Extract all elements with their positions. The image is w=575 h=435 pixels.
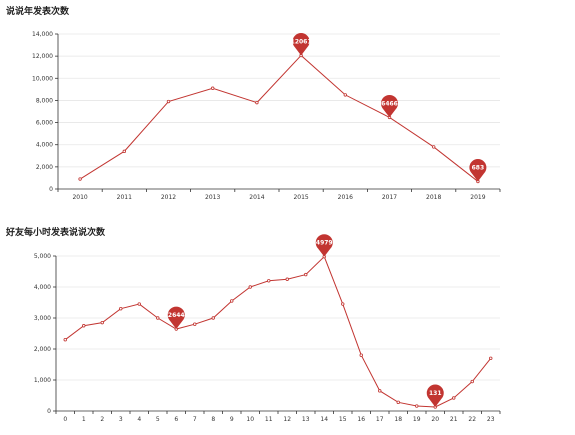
pin-marker: 4979 xyxy=(315,234,333,257)
x-tick-label: 6 xyxy=(174,416,178,423)
x-tick-label: 2018 xyxy=(426,194,441,201)
chart-1-title: 说说年发表次数 xyxy=(6,7,70,17)
data-point xyxy=(100,320,104,325)
data-point xyxy=(470,379,474,384)
y-tick-label: 8,000 xyxy=(36,97,53,104)
x-tick-label: 10 xyxy=(246,416,254,423)
x-tick-label: 15 xyxy=(339,416,347,423)
x-tick-label: 2017 xyxy=(382,194,397,201)
series-line xyxy=(79,54,479,182)
data-point xyxy=(137,302,141,306)
x-tick-label: 22 xyxy=(468,416,476,423)
data-point xyxy=(156,316,160,320)
x-tick-label: 2 xyxy=(100,416,104,423)
data-point xyxy=(415,404,419,408)
y-tick-label: 0 xyxy=(49,186,53,193)
pin-marker: 131 xyxy=(426,384,444,407)
y-tick-label: 2,000 xyxy=(36,164,53,171)
data-point xyxy=(210,86,215,90)
x-tick-label: 2019 xyxy=(470,194,485,201)
x-tick-label: 16 xyxy=(357,416,365,423)
pin-label: 12061 xyxy=(291,38,312,45)
x-tick-label: 4 xyxy=(137,416,141,423)
data-point xyxy=(63,338,67,342)
y-tick-label: 12,000 xyxy=(32,53,53,60)
data-point xyxy=(82,324,86,328)
pin-shape xyxy=(381,94,398,118)
data-point xyxy=(119,307,123,311)
series-line xyxy=(64,255,492,408)
x-tick-label: 20 xyxy=(431,416,439,423)
x-tick-label: 0 xyxy=(63,416,67,423)
data-point xyxy=(432,145,436,149)
pin-marker: 2644 xyxy=(167,306,185,330)
pin-shape xyxy=(167,306,185,330)
data-point xyxy=(122,149,126,154)
pin-label: 683 xyxy=(472,164,485,171)
data-point xyxy=(304,272,308,277)
y-tick-label: 6,000 xyxy=(36,120,53,127)
data-point xyxy=(193,322,197,326)
y-tick-label: 4,000 xyxy=(34,284,51,291)
pin-label: 4979 xyxy=(316,240,333,247)
chart-2-title: 好友每小时发表说说次数 xyxy=(6,228,106,238)
data-point xyxy=(341,302,345,306)
x-tick-label: 1 xyxy=(82,416,86,423)
x-tick-label: 14 xyxy=(320,416,328,423)
data-point xyxy=(255,100,259,105)
x-tick-label: 2011 xyxy=(117,194,132,201)
x-tick-label: 2015 xyxy=(293,194,308,201)
pin-label: 131 xyxy=(429,390,442,397)
data-point xyxy=(343,93,347,97)
data-point xyxy=(452,396,456,400)
x-tick-label: 3 xyxy=(119,416,123,423)
data-point xyxy=(359,353,363,357)
x-tick-label: 17 xyxy=(376,416,384,423)
pin-shape xyxy=(315,234,333,257)
x-tick-label: 12 xyxy=(283,416,291,423)
x-tick-label: 2016 xyxy=(338,194,353,201)
data-point xyxy=(378,389,382,393)
data-point xyxy=(230,299,234,303)
y-tick-label: 14,000 xyxy=(32,31,53,38)
pin-shape xyxy=(469,158,487,182)
x-tick-label: 7 xyxy=(193,416,197,423)
x-tick-label: 2013 xyxy=(205,194,220,201)
data-point xyxy=(489,356,493,360)
x-tick-label: 2014 xyxy=(249,194,264,201)
x-tick-label: 9 xyxy=(230,416,234,423)
pin-label: 6466 xyxy=(381,100,398,107)
y-tick-label: 5,000 xyxy=(34,253,51,260)
y-tick-label: 0 xyxy=(47,408,51,415)
data-point xyxy=(267,279,271,283)
pin-shape xyxy=(292,33,310,56)
x-tick-label: 8 xyxy=(211,416,215,423)
y-tick-label: 3,000 xyxy=(34,315,51,322)
x-tick-label: 13 xyxy=(302,416,310,423)
y-tick-label: 2,000 xyxy=(34,346,51,353)
x-tick-label: 18 xyxy=(394,416,402,423)
x-tick-label: 23 xyxy=(487,416,495,423)
pin-marker: 12061 xyxy=(291,33,312,56)
pin-shape xyxy=(426,384,444,407)
data-point xyxy=(211,316,215,320)
data-point xyxy=(78,177,82,181)
x-tick-label: 5 xyxy=(156,416,160,423)
y-tick-label: 4,000 xyxy=(36,142,53,149)
x-tick-label: 2010 xyxy=(72,194,87,201)
data-point xyxy=(285,277,289,281)
x-tick-label: 11 xyxy=(265,416,273,423)
y-tick-label: 10,000 xyxy=(32,75,53,82)
data-point xyxy=(396,400,400,405)
x-tick-label: 21 xyxy=(450,416,458,423)
y-tick-label: 1,000 xyxy=(34,377,51,384)
x-tick-label: 19 xyxy=(413,416,421,423)
x-tick-label: 2012 xyxy=(161,194,176,201)
data-point xyxy=(248,285,252,289)
pin-marker: 683 xyxy=(469,158,487,182)
pin-label: 2644 xyxy=(168,312,185,319)
data-point xyxy=(166,99,171,104)
pin-marker: 6466 xyxy=(381,94,398,118)
